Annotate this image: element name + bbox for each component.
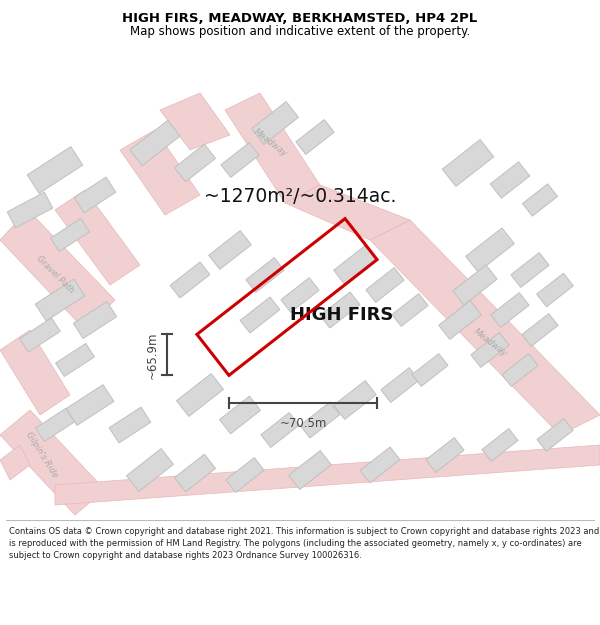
Polygon shape [175,454,215,492]
Polygon shape [160,93,230,150]
Polygon shape [120,130,200,215]
Polygon shape [334,246,376,284]
Polygon shape [20,318,60,352]
Polygon shape [537,419,573,451]
Polygon shape [281,278,319,312]
Polygon shape [300,402,340,438]
Polygon shape [251,102,298,144]
Polygon shape [74,177,116,213]
Polygon shape [55,190,140,285]
Polygon shape [0,210,115,330]
Text: Map shows position and indicative extent of the property.: Map shows position and indicative extent… [130,26,470,39]
Polygon shape [56,344,94,376]
Polygon shape [221,142,259,177]
Polygon shape [412,354,448,386]
Polygon shape [226,458,264,492]
Polygon shape [261,412,299,447]
Polygon shape [0,410,105,515]
Polygon shape [176,374,223,416]
Polygon shape [296,119,334,154]
Polygon shape [225,93,320,203]
Text: Contains OS data © Crown copyright and database right 2021. This information is : Contains OS data © Crown copyright and d… [9,528,599,560]
Polygon shape [285,185,410,240]
Polygon shape [439,301,481,339]
Polygon shape [320,292,360,328]
Polygon shape [170,262,210,298]
Polygon shape [73,301,116,339]
Polygon shape [502,354,538,386]
Polygon shape [35,279,85,321]
Polygon shape [66,384,114,426]
Polygon shape [466,228,514,272]
Text: Gilpin's Ride: Gilpin's Ride [25,431,59,479]
Polygon shape [240,297,280,333]
Text: HIGH FIRS, MEADWAY, BERKHAMSTED, HP4 2PL: HIGH FIRS, MEADWAY, BERKHAMSTED, HP4 2PL [122,12,478,25]
Polygon shape [27,147,83,193]
Text: Meadway: Meadway [251,127,289,159]
Polygon shape [0,445,30,480]
Polygon shape [471,332,509,367]
Polygon shape [220,396,260,434]
Polygon shape [50,219,89,251]
Polygon shape [127,449,173,491]
Text: Meadway: Meadway [472,327,508,359]
Polygon shape [381,368,419,402]
Polygon shape [130,121,180,166]
Polygon shape [523,184,557,216]
Polygon shape [334,381,376,419]
Polygon shape [491,292,529,328]
Polygon shape [35,409,74,441]
Text: HIGH FIRS: HIGH FIRS [290,306,394,324]
Polygon shape [366,268,404,302]
Polygon shape [7,192,53,228]
Polygon shape [426,438,464,472]
Polygon shape [289,451,331,489]
Polygon shape [442,139,494,186]
Polygon shape [490,162,530,198]
Polygon shape [0,330,70,415]
Polygon shape [370,220,600,435]
Polygon shape [55,445,600,505]
Text: ~1270m²/~0.314ac.: ~1270m²/~0.314ac. [204,188,396,206]
Text: ~65.9m: ~65.9m [146,331,159,379]
Polygon shape [482,429,518,461]
Polygon shape [246,258,284,292]
Text: Gravel Path: Gravel Path [35,254,76,296]
Polygon shape [453,265,497,305]
Polygon shape [522,314,558,346]
Polygon shape [511,253,549,288]
Polygon shape [109,407,151,443]
Polygon shape [209,231,251,269]
Polygon shape [536,273,574,307]
Polygon shape [360,447,400,483]
Text: ~70.5m: ~70.5m [280,418,326,431]
Polygon shape [392,294,428,326]
Polygon shape [175,144,215,182]
